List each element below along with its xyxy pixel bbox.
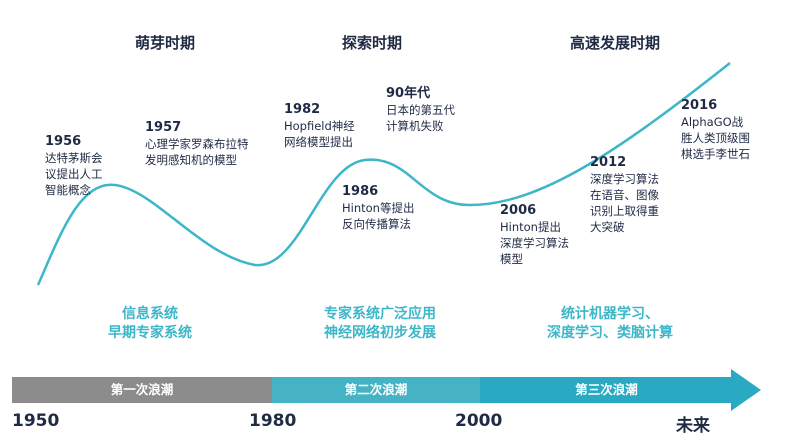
wave-segment-3: 第三次浪潮	[480, 377, 733, 403]
phase-title-sprout: 萌芽时期	[134, 34, 195, 52]
milestone-year: 2006	[500, 203, 537, 218]
milestone-desc-line: 在语音、图像	[590, 188, 659, 202]
milestone-desc-line: 发明感知机的模型	[145, 153, 237, 167]
phase-summary-line: 神经网络初步发展	[324, 325, 436, 341]
phase-summary-line: 信息系统	[122, 306, 178, 322]
milestone-year: 1982	[284, 102, 321, 117]
axis-year-2000: 2000	[455, 411, 503, 431]
milestone-desc-line: Hopfield神经	[284, 119, 355, 133]
milestone-2016: 2016 AlphaGO战 胜人类顶级围 棋选手李世石	[681, 98, 750, 162]
milestone-year: 2016	[681, 98, 718, 113]
phase-summary-1: 信息系统 早期专家系统	[70, 305, 230, 343]
milestone-year: 1986	[342, 184, 379, 199]
curve-line	[36, 62, 731, 286]
milestone-desc-line: 日本的第五代	[386, 103, 455, 117]
milestone-desc-line: Hinton提出	[500, 220, 561, 234]
milestone-year: 90年代	[386, 86, 431, 101]
axis-year-1980: 1980	[249, 411, 297, 431]
wave-label: 第三次浪潮	[575, 382, 638, 397]
milestone-desc-line: 达特茅斯会	[45, 151, 103, 165]
phase-summary-2: 专家系统广泛应用 神经网络初步发展	[295, 305, 465, 343]
milestone-desc-line: 计算机失败	[386, 119, 444, 133]
wave-label: 第二次浪潮	[344, 382, 408, 397]
milestone-desc-line: 深度学习算法	[500, 236, 569, 250]
milestone-year: 1956	[45, 134, 82, 149]
milestone-90s: 90年代 日本的第五代 计算机失败	[386, 86, 455, 134]
milestone-desc-line: Hinton等提出	[342, 201, 415, 215]
phase-summary-3: 统计机器学习、 深度学习、类脑计算	[520, 305, 700, 343]
phase-summary-line: 深度学习、类脑计算	[547, 325, 673, 341]
milestone-year: 2012	[590, 155, 627, 170]
milestone-desc-line: 模型	[500, 252, 523, 266]
milestone-desc-line: 网络模型提出	[284, 135, 353, 149]
milestone-1957: 1957 心理学家罗森布拉特 发明感知机的模型	[145, 120, 249, 168]
milestone-1982: 1982 Hopfield神经 网络模型提出	[284, 102, 355, 150]
phase-title-rapid: 高速发展时期	[569, 34, 660, 52]
milestone-2006: 2006 Hinton提出 深度学习算法 模型	[500, 203, 569, 267]
phase-summary-line: 统计机器学习、	[561, 306, 659, 322]
axis-year-future: 未来	[676, 416, 710, 436]
timeline-arrow-head-icon	[731, 369, 761, 411]
milestone-desc-line: 大突破	[590, 220, 625, 234]
wave-segment-2: 第二次浪潮	[272, 377, 480, 403]
milestone-1986: 1986 Hinton等提出 反向传播算法	[342, 184, 414, 232]
milestone-desc-line: AlphaGO战	[681, 115, 744, 129]
milestone-1956: 1956 达特茅斯会 议提出人工 智能概念	[45, 134, 103, 198]
milestone-year: 1957	[145, 120, 182, 135]
milestone-desc-line: 智能概念	[45, 183, 91, 197]
milestone-desc-line: 识别上取得重	[590, 204, 659, 218]
milestone-desc-line: 棋选手李世石	[681, 147, 750, 161]
phase-summary-line: 早期专家系统	[108, 325, 192, 341]
milestone-desc-line: 胜人类顶级围	[681, 131, 750, 145]
milestone-desc-line: 深度学习算法	[590, 172, 659, 186]
milestone-2012: 2012 深度学习算法 在语音、图像 识别上取得重 大突破	[590, 155, 659, 235]
phase-summary-line: 专家系统广泛应用	[324, 306, 436, 322]
axis-year-1950: 1950	[12, 411, 60, 431]
phase-title-explore: 探索时期	[341, 34, 402, 52]
milestone-desc-line: 议提出人工	[45, 167, 103, 181]
milestone-desc-line: 心理学家罗森布拉特	[145, 137, 249, 151]
wave-segment-1: 第一次浪潮	[12, 377, 272, 403]
wave-label: 第一次浪潮	[110, 382, 174, 397]
milestone-desc-line: 反向传播算法	[342, 217, 411, 231]
